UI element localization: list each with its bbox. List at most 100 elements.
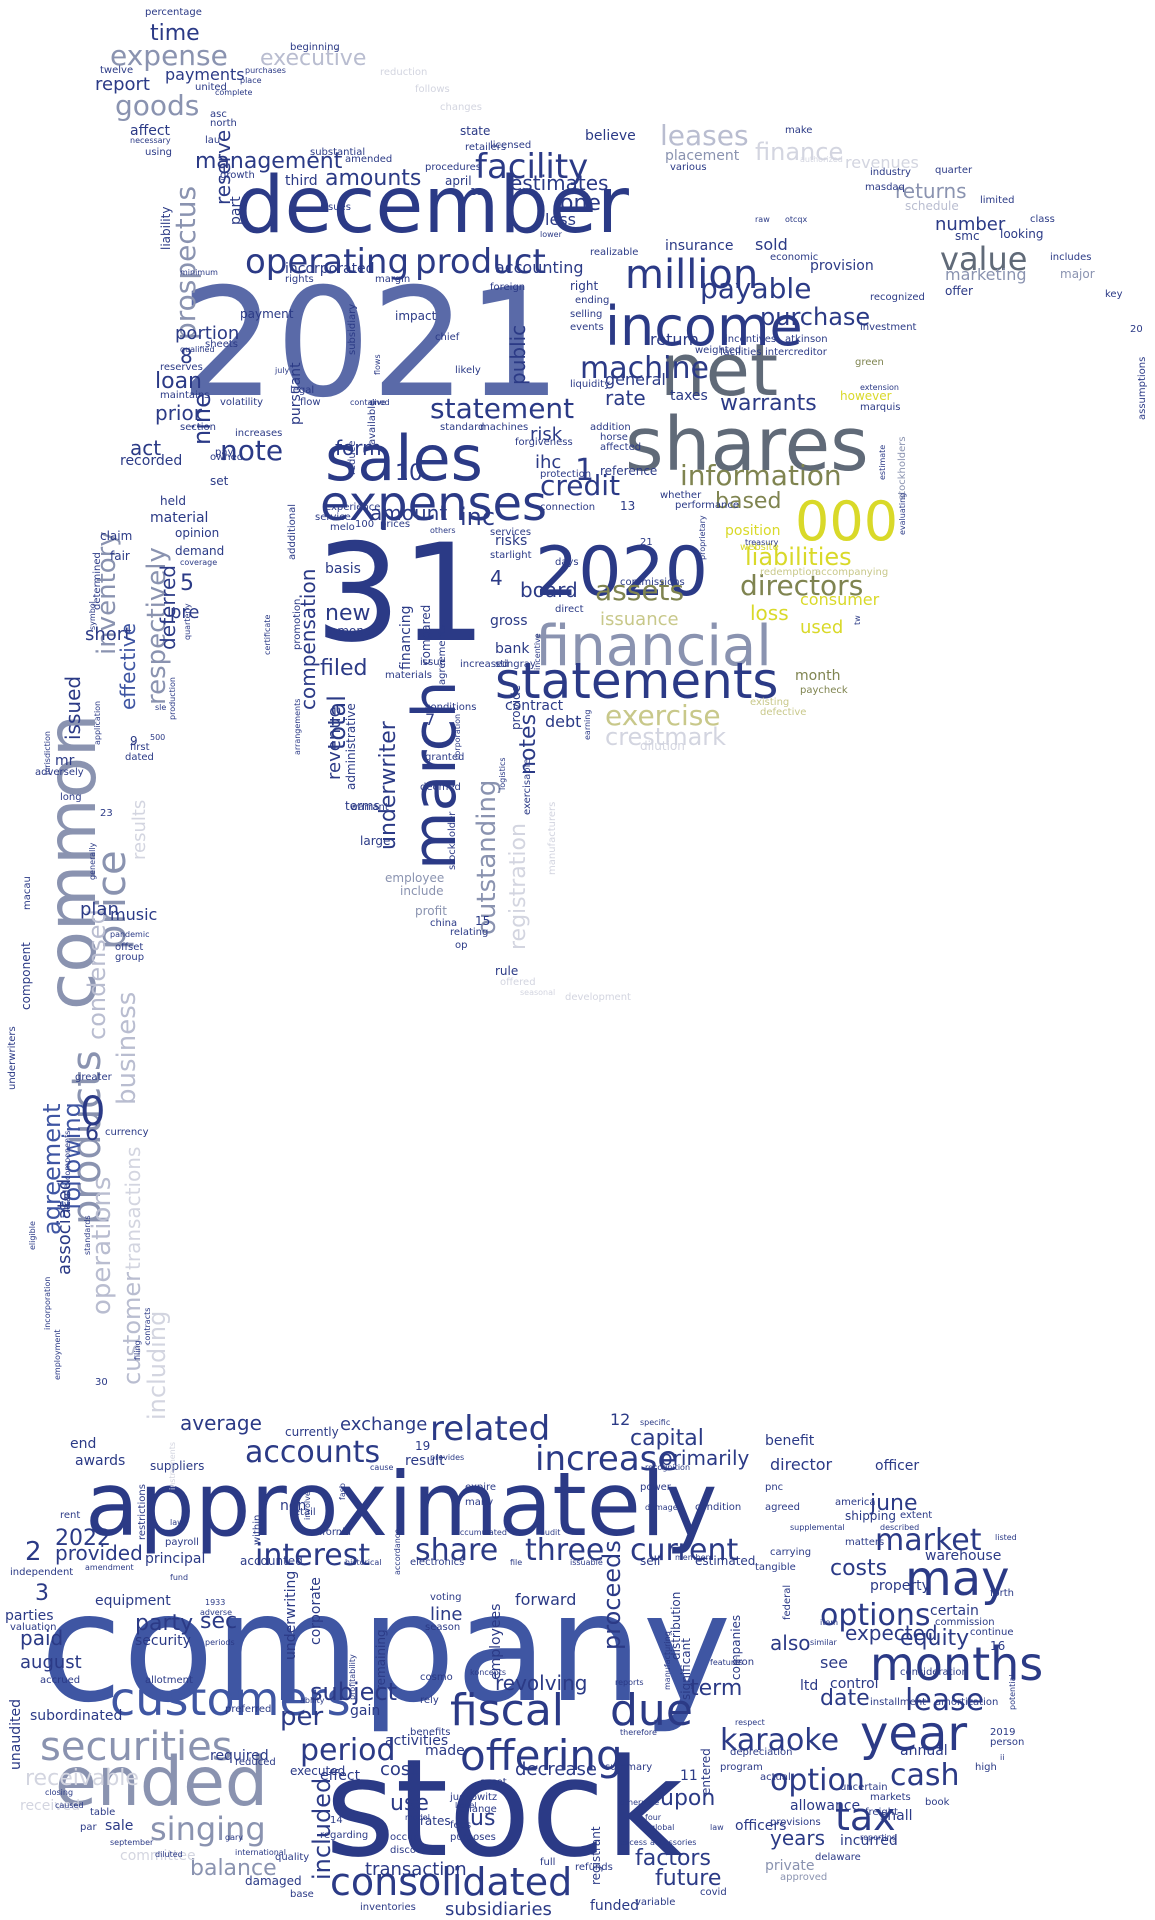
word-transaction: transaction	[365, 1859, 467, 1880]
word-bank: bank	[495, 641, 530, 657]
word-extension: extension	[860, 383, 899, 392]
word-accumulated: accumulated	[455, 1528, 507, 1537]
word-production: production	[168, 677, 177, 720]
word-property: property	[870, 1578, 930, 1594]
word-recognized: recognized	[870, 292, 925, 303]
word-horse: horse	[600, 432, 628, 443]
word-plan: plan	[80, 899, 119, 920]
word-common: common	[33, 714, 112, 1010]
word-ending: ending	[575, 295, 609, 306]
word-sec: sec	[200, 1609, 237, 1634]
word-assumptions: assumptions	[1137, 357, 1148, 420]
word-required: required	[210, 1748, 269, 1764]
word-condensed: condensed	[83, 909, 111, 1040]
word-similar: similar	[810, 1638, 838, 1647]
word-instruments: instruments	[168, 1442, 177, 1490]
word-portion: portion	[175, 323, 239, 344]
word-leases: leases	[660, 119, 749, 152]
word-affect: affect	[130, 123, 171, 139]
word-therefore: therefore	[620, 1728, 657, 1737]
word-incentives: incentives	[725, 334, 776, 345]
word-koncepts: koncepts	[470, 1668, 506, 1677]
word-flow: flow	[300, 397, 321, 408]
word-looking: looking	[1000, 227, 1044, 241]
word-respect: respect	[735, 1718, 765, 1727]
word-short: short	[85, 624, 131, 645]
word-agreed: agreed	[765, 1502, 800, 1513]
word-paycheck: paycheck	[800, 685, 848, 696]
word-100: 100	[355, 519, 374, 530]
word-company: company	[40, 1562, 731, 1736]
word-21: 21	[640, 537, 653, 548]
word-used: used	[800, 617, 843, 638]
word-report: report	[95, 74, 150, 95]
word-year: year	[860, 1706, 967, 1762]
word-person: person	[990, 1737, 1024, 1748]
word-provides: provides	[430, 1453, 464, 1462]
word-claim: claim	[100, 529, 132, 543]
word-forth: forth	[990, 1588, 1014, 1599]
word-coverage: coverage	[180, 558, 217, 567]
word-accrued: accrued	[40, 1675, 80, 1686]
word-expire: expire	[465, 1482, 496, 1493]
word-four: four	[645, 1813, 662, 1822]
word-international: international	[235, 1848, 286, 1857]
word-long: long	[60, 792, 82, 803]
word-payable: payable	[700, 272, 811, 305]
word-result: result	[405, 1453, 445, 1469]
word-group: group	[115, 952, 144, 963]
word-sle: sle	[155, 703, 166, 712]
word-filing: filing	[133, 1340, 142, 1360]
word-treasury: treasury	[745, 538, 779, 547]
word-provision: provision	[810, 258, 874, 274]
word-tw: tw	[853, 615, 862, 625]
word-5: 5	[180, 571, 194, 596]
word-position: position	[725, 523, 780, 539]
word-proprietary: proprietary	[698, 515, 707, 560]
word-law: law	[710, 1823, 724, 1832]
word-manufacturing: manufacturing	[663, 1631, 672, 1690]
word-judkowitz: judkowitz	[449, 1792, 497, 1803]
word-current: current	[630, 1533, 738, 1568]
word-specific: specific	[640, 1418, 670, 1427]
word-expenses: expenses	[320, 476, 547, 532]
word-many: many	[465, 1497, 493, 1508]
word-conditions: conditions	[425, 702, 476, 713]
word-loan: loan	[155, 369, 202, 394]
word-related: related	[430, 1409, 550, 1449]
word-purchases: purchases	[245, 66, 286, 75]
word-taxes: taxes	[670, 388, 708, 404]
word-fair: fair	[110, 549, 130, 563]
word-estimate: estimate	[878, 445, 887, 480]
word-consumer: consumer	[800, 590, 880, 609]
word-factors: factors	[635, 1846, 711, 1871]
word-amount: amount	[370, 501, 447, 525]
word-capital: capital	[630, 1426, 704, 1451]
word-services: services	[490, 527, 531, 538]
word-file: file	[510, 1558, 522, 1567]
word-risks: risks	[495, 533, 527, 549]
word-fiscal: fiscal	[450, 1685, 564, 1736]
word-statement: statement	[430, 392, 574, 425]
word-1: 1	[575, 453, 594, 488]
word-15: 15	[475, 914, 490, 928]
word-recorded: recorded	[120, 453, 182, 469]
word-per: per	[280, 1702, 324, 1732]
word-30: 30	[95, 1377, 108, 1388]
word-manufacturers: manufacturers	[547, 802, 558, 875]
word-authorized: authorized	[800, 155, 843, 164]
word-total: total	[323, 695, 351, 750]
word-place: place	[240, 76, 262, 85]
word-materials: materials	[385, 670, 432, 681]
word-corporation: corporation	[453, 714, 462, 760]
word-direct: direct	[555, 604, 584, 615]
word-notes: notes	[516, 714, 541, 775]
word-estimated: estimated	[695, 1554, 755, 1568]
word-remaining: remaining	[374, 1629, 388, 1690]
word-pursuant: pursuant	[288, 362, 304, 425]
word-month: month	[795, 668, 840, 684]
word-warrant: warrant	[350, 802, 389, 813]
word-31: 31	[315, 515, 487, 672]
word-make: make	[785, 125, 812, 136]
word-exchange: exchange	[340, 1414, 427, 1435]
